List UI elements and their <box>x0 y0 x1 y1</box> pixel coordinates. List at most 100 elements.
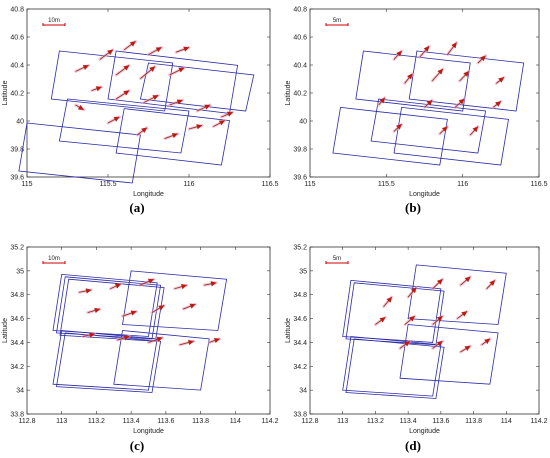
plot-frame <box>26 8 271 178</box>
vector-arrowhead <box>94 307 101 314</box>
vector-arrowhead <box>436 315 443 322</box>
vector-arrowhead <box>404 341 411 347</box>
y-tick-label: 39.8 <box>293 147 307 154</box>
y-tick-label: 40.4 <box>293 63 307 70</box>
y-tick-label: 34.4 <box>293 340 307 347</box>
vector-arrowhead <box>458 98 465 105</box>
x-axis-label: Longitude <box>409 191 440 198</box>
vector-arrowhead <box>495 101 502 107</box>
x-tick-label: 116.5 <box>262 181 279 188</box>
y-tick-label: 33.8 <box>10 412 24 419</box>
vector-arrowhead <box>123 90 130 96</box>
footprint-outline <box>399 324 499 385</box>
vector-arrowhead <box>189 303 196 309</box>
y-axis-label: Latitude <box>285 80 292 105</box>
vector-arrowhead <box>158 305 165 311</box>
y-tick-label: 40.6 <box>293 35 307 42</box>
vector-arrowhead <box>213 337 220 344</box>
y-tick-label: 35 <box>16 268 24 275</box>
vector-arrowhead <box>386 296 393 303</box>
x-tick-label: 112.8 <box>302 418 319 425</box>
plot-frame <box>309 8 540 178</box>
footprint-outline <box>332 106 448 166</box>
vector-arrowhead <box>406 73 413 80</box>
x-tick-label: 112.8 <box>19 418 36 425</box>
vector-arrowhead <box>408 315 415 322</box>
y-tick-label: 34.4 <box>10 340 24 347</box>
footprint-outline <box>407 264 507 325</box>
vector-arrowhead <box>196 124 203 130</box>
footprint-outline <box>115 108 230 166</box>
footprint-outline <box>393 106 509 166</box>
panel-d: 112.8 113 113.2 113.4 113.6 113.8 114 114.2 33.8… <box>285 245 548 454</box>
vector-arrowhead <box>451 42 457 49</box>
x-tick-label: 113 <box>56 418 67 425</box>
vector-arrowhead <box>461 311 468 317</box>
y-tick-label: 40 <box>16 119 24 126</box>
y-tick-label: 40 <box>299 119 307 126</box>
y-axis-label: Latitude <box>2 80 9 105</box>
vector-arrowhead <box>489 280 496 286</box>
vector-arrowhead <box>210 281 217 287</box>
vector-arrowhead <box>95 86 102 92</box>
x-axis-label: Longitude <box>133 428 164 435</box>
x-axis-label: Longitude <box>409 428 440 435</box>
footprint-outline <box>18 122 141 184</box>
footprint-outline <box>370 98 487 154</box>
vector-arrowhead <box>226 111 234 117</box>
footprint-outline <box>56 332 162 393</box>
vector-arrowhead <box>152 95 159 101</box>
y-tick-label: 35 <box>299 268 307 275</box>
vector-arrowhead <box>180 283 188 290</box>
footprint-outline <box>58 98 190 154</box>
scale-bar-label: 5m <box>333 18 341 24</box>
footprint-outline <box>345 338 445 399</box>
x-axis-label: Longitude <box>133 191 164 198</box>
vector-arrowhead <box>464 345 471 352</box>
vector-arrowhead <box>379 317 386 323</box>
footprint-outline <box>56 276 162 340</box>
y-axis-label: Latitude <box>285 318 292 343</box>
vector-arrowhead <box>436 278 443 285</box>
vector-arrowhead <box>183 46 190 52</box>
vector-arrowhead <box>437 68 444 75</box>
vector-arrowhead <box>204 104 211 110</box>
vector-arrowhead <box>89 332 96 338</box>
vector-arrowhead <box>130 310 137 316</box>
panel-caption: (c) <box>130 438 144 453</box>
vector-arrowhead <box>396 50 402 57</box>
panel-c: 112.8 113 113.2 113.4 113.6 113.8 114 114.2 33.8… <box>2 245 279 454</box>
vector-arrowhead <box>114 283 122 289</box>
footprint-outline <box>50 50 174 112</box>
vector-arrowhead <box>463 71 470 78</box>
y-tick-label: 35.2 <box>10 245 24 252</box>
y-tick-label: 34.2 <box>293 364 307 371</box>
vector-arrowhead <box>472 126 479 133</box>
x-tick-label: 113.6 <box>157 418 174 425</box>
footprint-outline <box>342 279 442 343</box>
y-tick-label: 34 <box>299 388 307 395</box>
footprint-outline <box>122 270 228 331</box>
y-tick-label: 40.8 <box>293 7 307 14</box>
x-tick-label: 113.8 <box>465 418 482 425</box>
y-tick-label: 39.8 <box>10 147 24 154</box>
vector-arrowhead <box>176 99 183 105</box>
y-tick-label: 39.6 <box>10 175 24 182</box>
scale-bar-label: 10m <box>48 256 60 262</box>
panel-caption: (d) <box>405 438 421 453</box>
footprint-outline <box>139 62 255 112</box>
x-tick-label: 116 <box>457 181 468 188</box>
vector-arrowhead <box>464 276 471 283</box>
vector-arrowhead <box>141 127 148 134</box>
x-tick-label: 114.2 <box>262 418 279 425</box>
vector-arrowhead <box>171 133 178 139</box>
footprint-outline <box>355 50 471 112</box>
panel-caption: (a) <box>129 200 144 215</box>
y-tick-label: 34.6 <box>293 316 307 323</box>
scale-bar-label: 10m <box>48 18 60 24</box>
vector-arrowhead <box>129 41 136 47</box>
vector-arrowhead <box>187 339 194 346</box>
vector-arrowhead <box>149 66 156 72</box>
y-tick-label: 35.2 <box>293 245 307 252</box>
x-tick-label: 114 <box>501 418 512 425</box>
